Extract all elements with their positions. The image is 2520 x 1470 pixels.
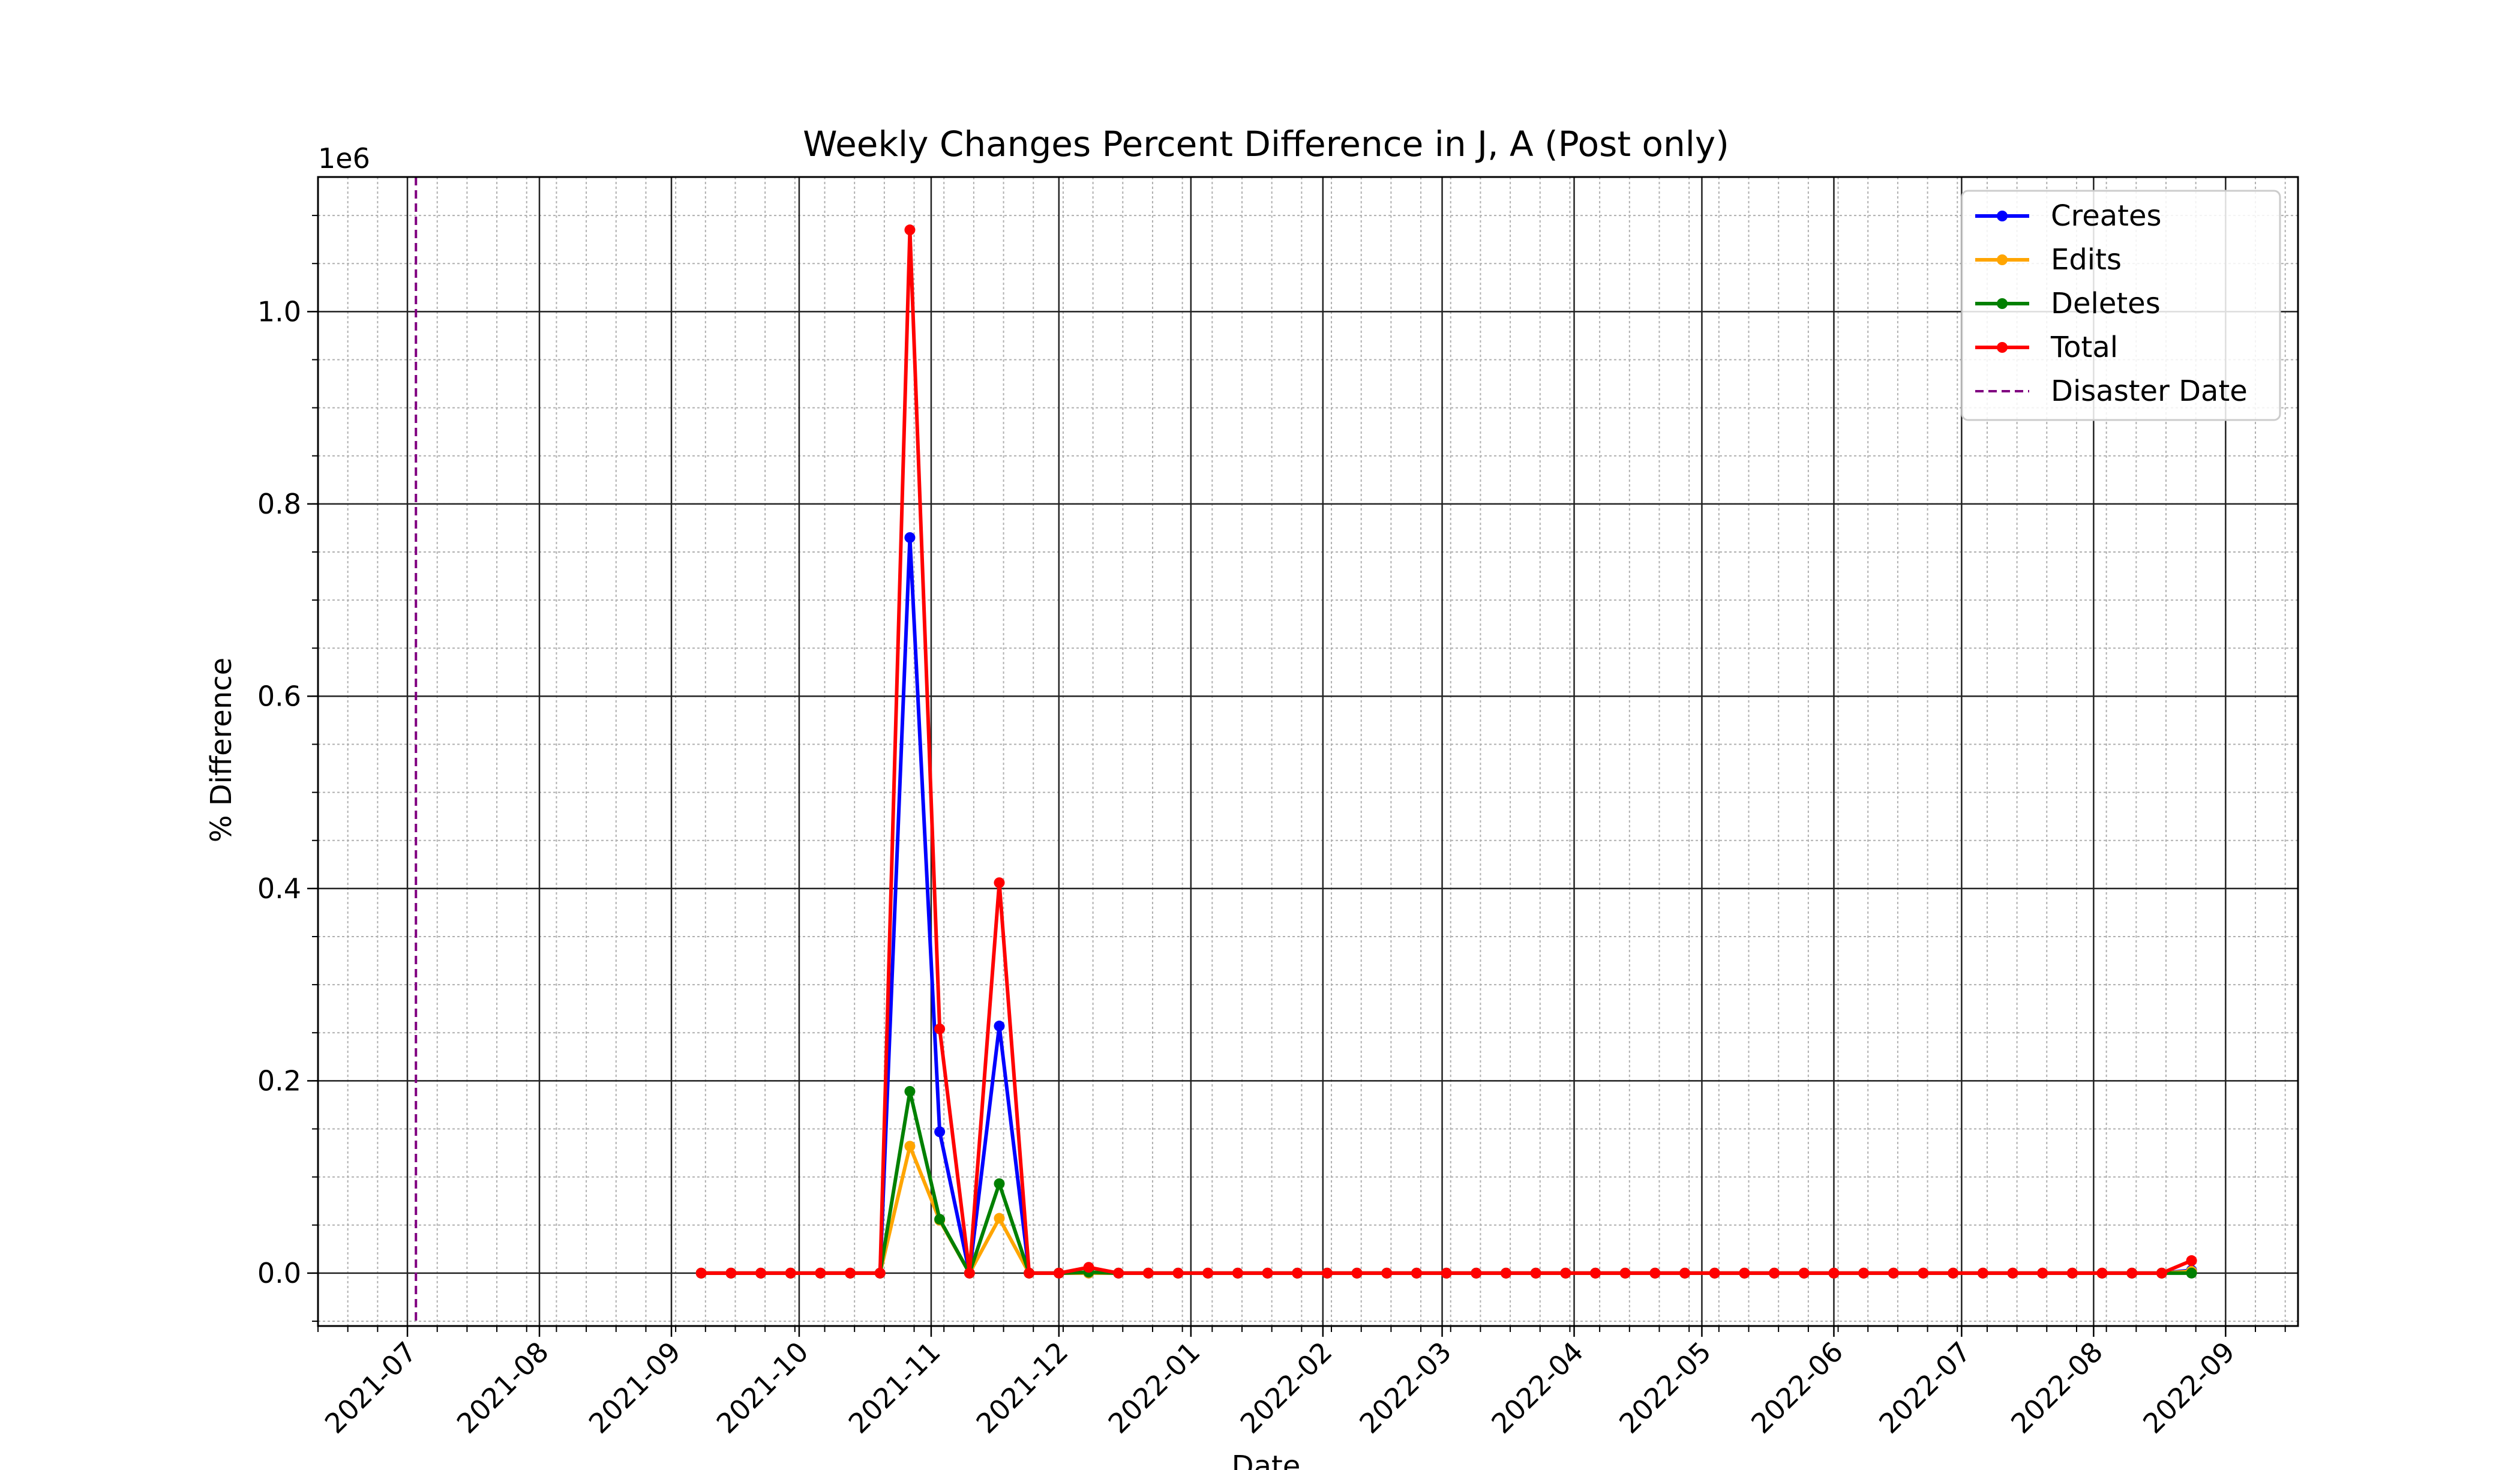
y-tick-label: 0.4 (257, 872, 301, 905)
data-point-total (1471, 1267, 1482, 1279)
data-point-total (1113, 1267, 1124, 1279)
major-grid (318, 177, 2298, 1326)
data-point-total (2186, 1255, 2197, 1267)
legend-label-disaster-date: Disaster Date (2051, 374, 2248, 408)
data-point-total (2156, 1267, 2167, 1279)
y-tick-label: 1.0 (257, 295, 301, 328)
data-point-total (1649, 1267, 1661, 1279)
data-point-total (964, 1267, 975, 1279)
data-point-total (1351, 1267, 1363, 1279)
data-point-total (1948, 1267, 1959, 1279)
data-point-total (1918, 1267, 1929, 1279)
legend-label-deletes: Deletes (2051, 287, 2161, 320)
data-point-total (2007, 1267, 2018, 1279)
data-point-total (1024, 1267, 1035, 1279)
data-point-total (1441, 1267, 1452, 1279)
data-point-total (725, 1267, 737, 1279)
chart-title: Weekly Changes Percent Difference in J, … (803, 124, 1729, 164)
y-axis-label: % Difference (205, 658, 238, 842)
data-point-total (1977, 1267, 1988, 1279)
data-point-total (785, 1267, 796, 1279)
data-point-total (874, 1267, 886, 1279)
data-point-total (815, 1267, 826, 1279)
legend-label-edits: Edits (2051, 243, 2122, 277)
data-point-total (1083, 1262, 1094, 1273)
data-point-total (1411, 1267, 1422, 1279)
y-axis-offset-label: 1e6 (318, 142, 370, 175)
data-point-total (2096, 1267, 2108, 1279)
data-point-edits (904, 1141, 916, 1152)
data-point-creates (934, 1126, 946, 1138)
data-point-deletes (904, 1085, 916, 1097)
data-point-total (695, 1267, 707, 1279)
data-point-total (1798, 1267, 1810, 1279)
data-point-total (1292, 1267, 1303, 1279)
data-point-total (1142, 1267, 1154, 1279)
data-point-total (1172, 1267, 1184, 1279)
legend-marker-total (1997, 342, 2008, 353)
axes-frame (317, 176, 2299, 1327)
data-point-total (1769, 1267, 1780, 1279)
y-axis-ticks: 0.0 0.2 0.4 0.6 0.8 1.0 (257, 215, 318, 1322)
legend-marker-edits (1997, 254, 2008, 265)
data-point-total (1321, 1267, 1333, 1279)
data-point-total (1679, 1267, 1691, 1279)
data-point-total (1858, 1267, 1870, 1279)
y-tick-label: 0.0 (257, 1257, 301, 1289)
data-point-deletes (2186, 1267, 2197, 1279)
data-point-total (934, 1023, 946, 1034)
data-point-total (1530, 1267, 1541, 1279)
legend: Creates Edits Deletes Total Disaster Date (1961, 190, 2281, 421)
data-point-total (1053, 1267, 1064, 1279)
data-point-total (2126, 1267, 2138, 1279)
x-axis-label: Date (1232, 1450, 1301, 1470)
data-point-total (2037, 1267, 2048, 1279)
data-point-total (1619, 1267, 1631, 1279)
data-point-creates (904, 532, 916, 543)
data-point-total (1381, 1267, 1393, 1279)
data-point-total (1202, 1267, 1214, 1279)
legend-box (1961, 190, 2281, 421)
legend-label-creates: Creates (2051, 199, 2162, 233)
data-point-total (1590, 1267, 1601, 1279)
legend-marker-creates (1997, 211, 2008, 221)
data-point-deletes (994, 1178, 1005, 1189)
y-tick-label: 0.6 (257, 680, 301, 712)
data-point-total (1888, 1267, 1899, 1279)
data-point-creates (994, 1021, 1005, 1032)
data-point-total (1501, 1267, 1511, 1279)
data-point-total (2066, 1267, 2078, 1279)
data-point-deletes (934, 1214, 946, 1225)
data-point-total (755, 1267, 767, 1279)
data-point-total (1262, 1267, 1273, 1279)
data-point-total (994, 877, 1005, 889)
axes-border (317, 176, 2299, 1327)
legend-marker-deletes (1997, 298, 2008, 309)
series-layer (695, 224, 2197, 1279)
data-point-total (1232, 1267, 1243, 1279)
y-tick-label: 0.2 (257, 1064, 301, 1097)
data-point-edits (994, 1213, 1005, 1224)
legend-label-total: Total (2050, 331, 2118, 364)
y-tick-label: 0.8 (257, 488, 301, 520)
data-point-total (1739, 1267, 1750, 1279)
data-point-total (1560, 1267, 1571, 1279)
data-point-total (1828, 1267, 1840, 1279)
data-point-total (904, 224, 916, 236)
data-point-total (1709, 1267, 1720, 1279)
data-point-total (845, 1267, 856, 1279)
